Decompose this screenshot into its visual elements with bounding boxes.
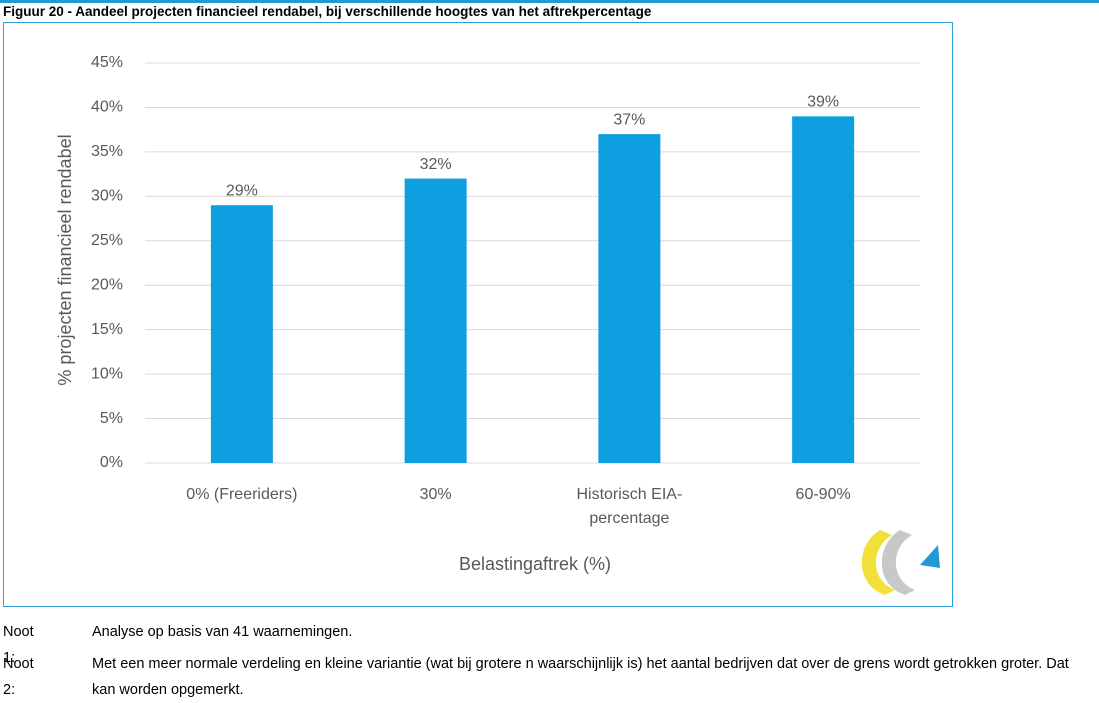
y-tick-label: 10%: [91, 365, 123, 382]
y-tick-label: 35%: [91, 143, 123, 160]
y-tick-label: 30%: [91, 188, 123, 205]
chart-frame: [3, 22, 953, 607]
y-tick-label: 45%: [91, 54, 123, 71]
bar: [792, 116, 855, 463]
note-text: Met een meer normale verdeling en kleine…: [92, 656, 1069, 698]
y-tick-label: 40%: [91, 99, 123, 116]
y-tick-label: 25%: [91, 232, 123, 249]
data-label: 37%: [613, 111, 645, 128]
data-label: 39%: [807, 94, 839, 111]
y-tick-label: 5%: [100, 410, 123, 427]
y-axis-title: % projecten financieel rendabel: [55, 134, 75, 385]
y-tick-label: 20%: [91, 276, 123, 293]
x-tick-label: Historisch EIA-percentage: [576, 486, 683, 527]
x-axis-title: Belastingaftrek (%): [459, 554, 611, 574]
chart-title: Figuur 20 - Aandeel projecten financieel…: [3, 4, 652, 19]
note-label: Noot 2:: [3, 656, 34, 698]
bar: [404, 178, 467, 464]
x-tick-label: 0% (Freeriders): [186, 486, 298, 503]
y-tick-label: 15%: [91, 321, 123, 338]
x-tick-label: 30%: [419, 486, 452, 503]
bar: [210, 205, 273, 463]
top-rule: [0, 0, 1099, 3]
x-tick-label: 60-90%: [795, 486, 851, 503]
y-tick-label: 0%: [100, 454, 123, 471]
note-label: Noot 1:: [3, 624, 34, 666]
note-text: Analyse op basis van 41 waarnemingen.: [92, 624, 353, 640]
logo: [861, 530, 940, 595]
bar: [598, 134, 661, 463]
data-label: 29%: [226, 182, 258, 199]
data-label: 32%: [420, 156, 452, 173]
